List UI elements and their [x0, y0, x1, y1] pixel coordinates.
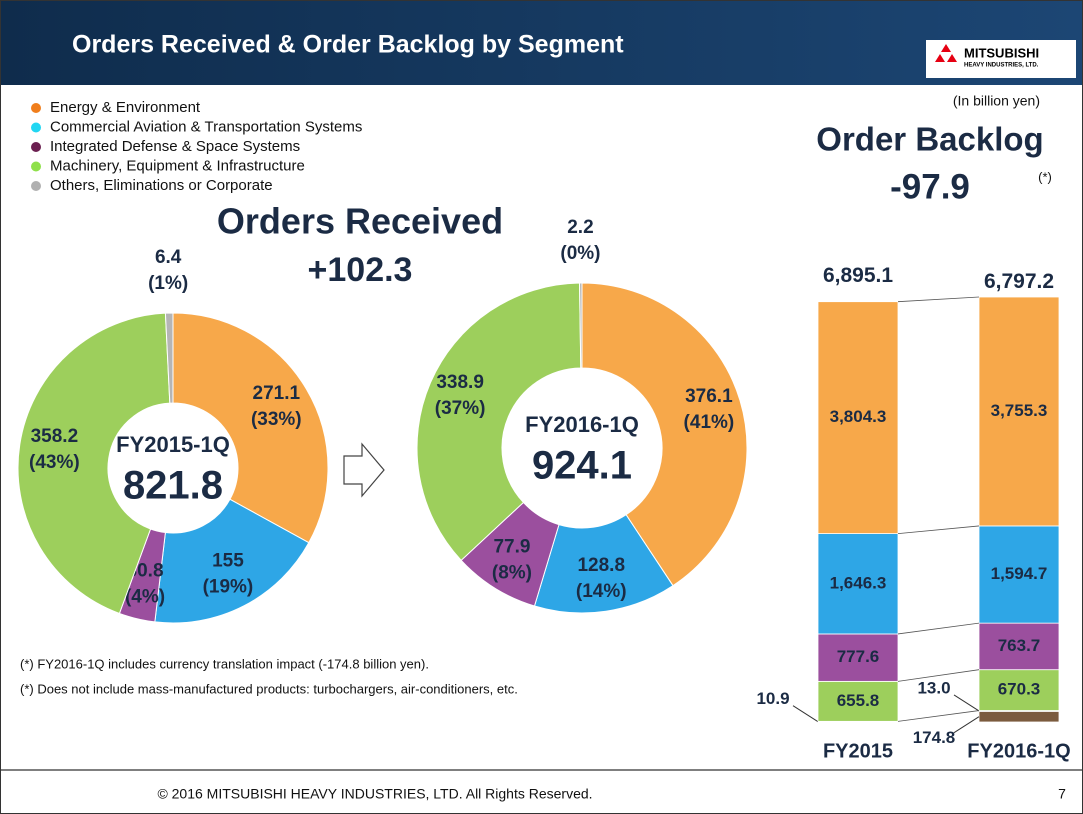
legend-dot: [31, 142, 41, 152]
total-label: 6,797.2: [984, 270, 1054, 293]
slice-share: (4%): [125, 587, 165, 608]
bar-segment: [978, 296, 1060, 527]
connector-line: [897, 669, 980, 682]
donut-slice: [164, 312, 174, 404]
leader-line: [792, 705, 819, 723]
arrow: [343, 442, 385, 498]
legend-label: Commercial Aviation & Transportation Sys…: [50, 118, 362, 135]
slice-value: 338.9: [436, 372, 484, 393]
bar-segment: [817, 533, 899, 635]
connector-line: [897, 622, 980, 635]
donut-slice: [579, 282, 583, 369]
orders-change: +102.3: [308, 251, 413, 289]
slice-value: 271.1: [253, 383, 301, 404]
slice-share: (41%): [684, 412, 735, 433]
slice-share: (33%): [251, 409, 302, 430]
leader-line: [953, 694, 980, 712]
donut-slice: [17, 312, 171, 615]
backlog-title: Order Backlog: [816, 121, 1043, 158]
slice-share: (19%): [203, 577, 254, 598]
backlog-note-mark: (*): [1038, 169, 1052, 184]
slice-value: 376.1: [685, 386, 733, 407]
legend-label: Integrated Defense & Space Systems: [50, 138, 300, 155]
center-total: 821.8: [123, 464, 223, 508]
orders-title: Orders Received: [217, 201, 503, 242]
bar-segment: [817, 633, 899, 682]
note: (*) Does not include mass-manufactured p…: [20, 681, 518, 696]
connector-line: [897, 525, 980, 534]
bar-segment: [817, 301, 899, 534]
legend-dot: [31, 161, 41, 172]
slice-share: (8%): [492, 562, 532, 583]
leader-line: [953, 716, 980, 734]
bar-value: 13.0: [917, 678, 950, 697]
logo-subtext: HEAVY INDUSTRIES, LTD.: [964, 63, 1039, 69]
slice-value: 2.2: [567, 217, 593, 238]
legend-label: Machinery, Equipment & Infrastructure: [50, 157, 305, 174]
bar-value: 670.3: [998, 680, 1041, 699]
connector-line: [897, 710, 980, 722]
bar-value: 3,755.3: [991, 401, 1048, 420]
center-total: 924.1: [532, 444, 632, 488]
slice-value: 128.8: [577, 555, 625, 576]
donut-slice: [172, 312, 329, 544]
logo-mark: [935, 44, 957, 62]
bar-value: 10.9: [756, 689, 789, 708]
title-bar: [1, 1, 1082, 85]
slice-value: 6.4: [155, 247, 182, 268]
legend-dot: [31, 181, 41, 191]
slice-value: 358.2: [31, 426, 79, 447]
donut-slice: [154, 498, 310, 624]
slice-value: 77.9: [493, 536, 530, 557]
connector-line: [897, 296, 980, 303]
note: (*) FY2016-1Q includes currency translat…: [20, 656, 429, 671]
slice-value: 155: [212, 551, 244, 572]
page-number: 7: [1058, 786, 1066, 802]
bar-value: 1,594.7: [991, 564, 1048, 583]
copyright: © 2016 MITSUBISHI HEAVY INDUSTRIES, LTD.…: [157, 786, 592, 802]
legend-label: Energy & Environment: [50, 99, 201, 116]
x-tick-label: FY2015: [823, 740, 893, 762]
bar-value: 763.7: [998, 636, 1041, 655]
center-label: FY2016-1Q: [525, 412, 639, 437]
bar-value: 174.8: [913, 728, 956, 747]
slice-share: (1%): [148, 273, 188, 294]
unit-note: (In billion yen): [953, 93, 1040, 109]
legend-label: Others, Eliminations or Corporate: [50, 177, 273, 194]
legend-dot: [31, 103, 41, 113]
bar-value: 777.6: [837, 647, 880, 666]
x-tick-label: FY2016-1Q: [967, 740, 1070, 762]
slice-share: (14%): [576, 581, 627, 602]
slice-share: (43%): [29, 452, 80, 473]
donut-slice: [416, 282, 582, 562]
donut-slice: [581, 282, 748, 587]
backlog-change: -97.9: [890, 167, 970, 206]
slice-share: (37%): [435, 398, 486, 419]
total-label: 6,895.1: [823, 264, 893, 287]
bar-segment: [978, 710, 1060, 723]
bar-value: 1,646.3: [830, 573, 887, 592]
slide-title: Orders Received & Order Backlog by Segme…: [72, 31, 624, 59]
slice-share: (0%): [560, 243, 600, 264]
center-label: FY2015-1Q: [116, 432, 230, 457]
legend-dot: [31, 122, 41, 133]
logo-text: MITSUBISHI: [964, 45, 1039, 60]
bar-segment: [978, 669, 1060, 711]
bar-value: 3,804.3: [830, 407, 887, 426]
bar-value: 655.8: [837, 691, 880, 710]
